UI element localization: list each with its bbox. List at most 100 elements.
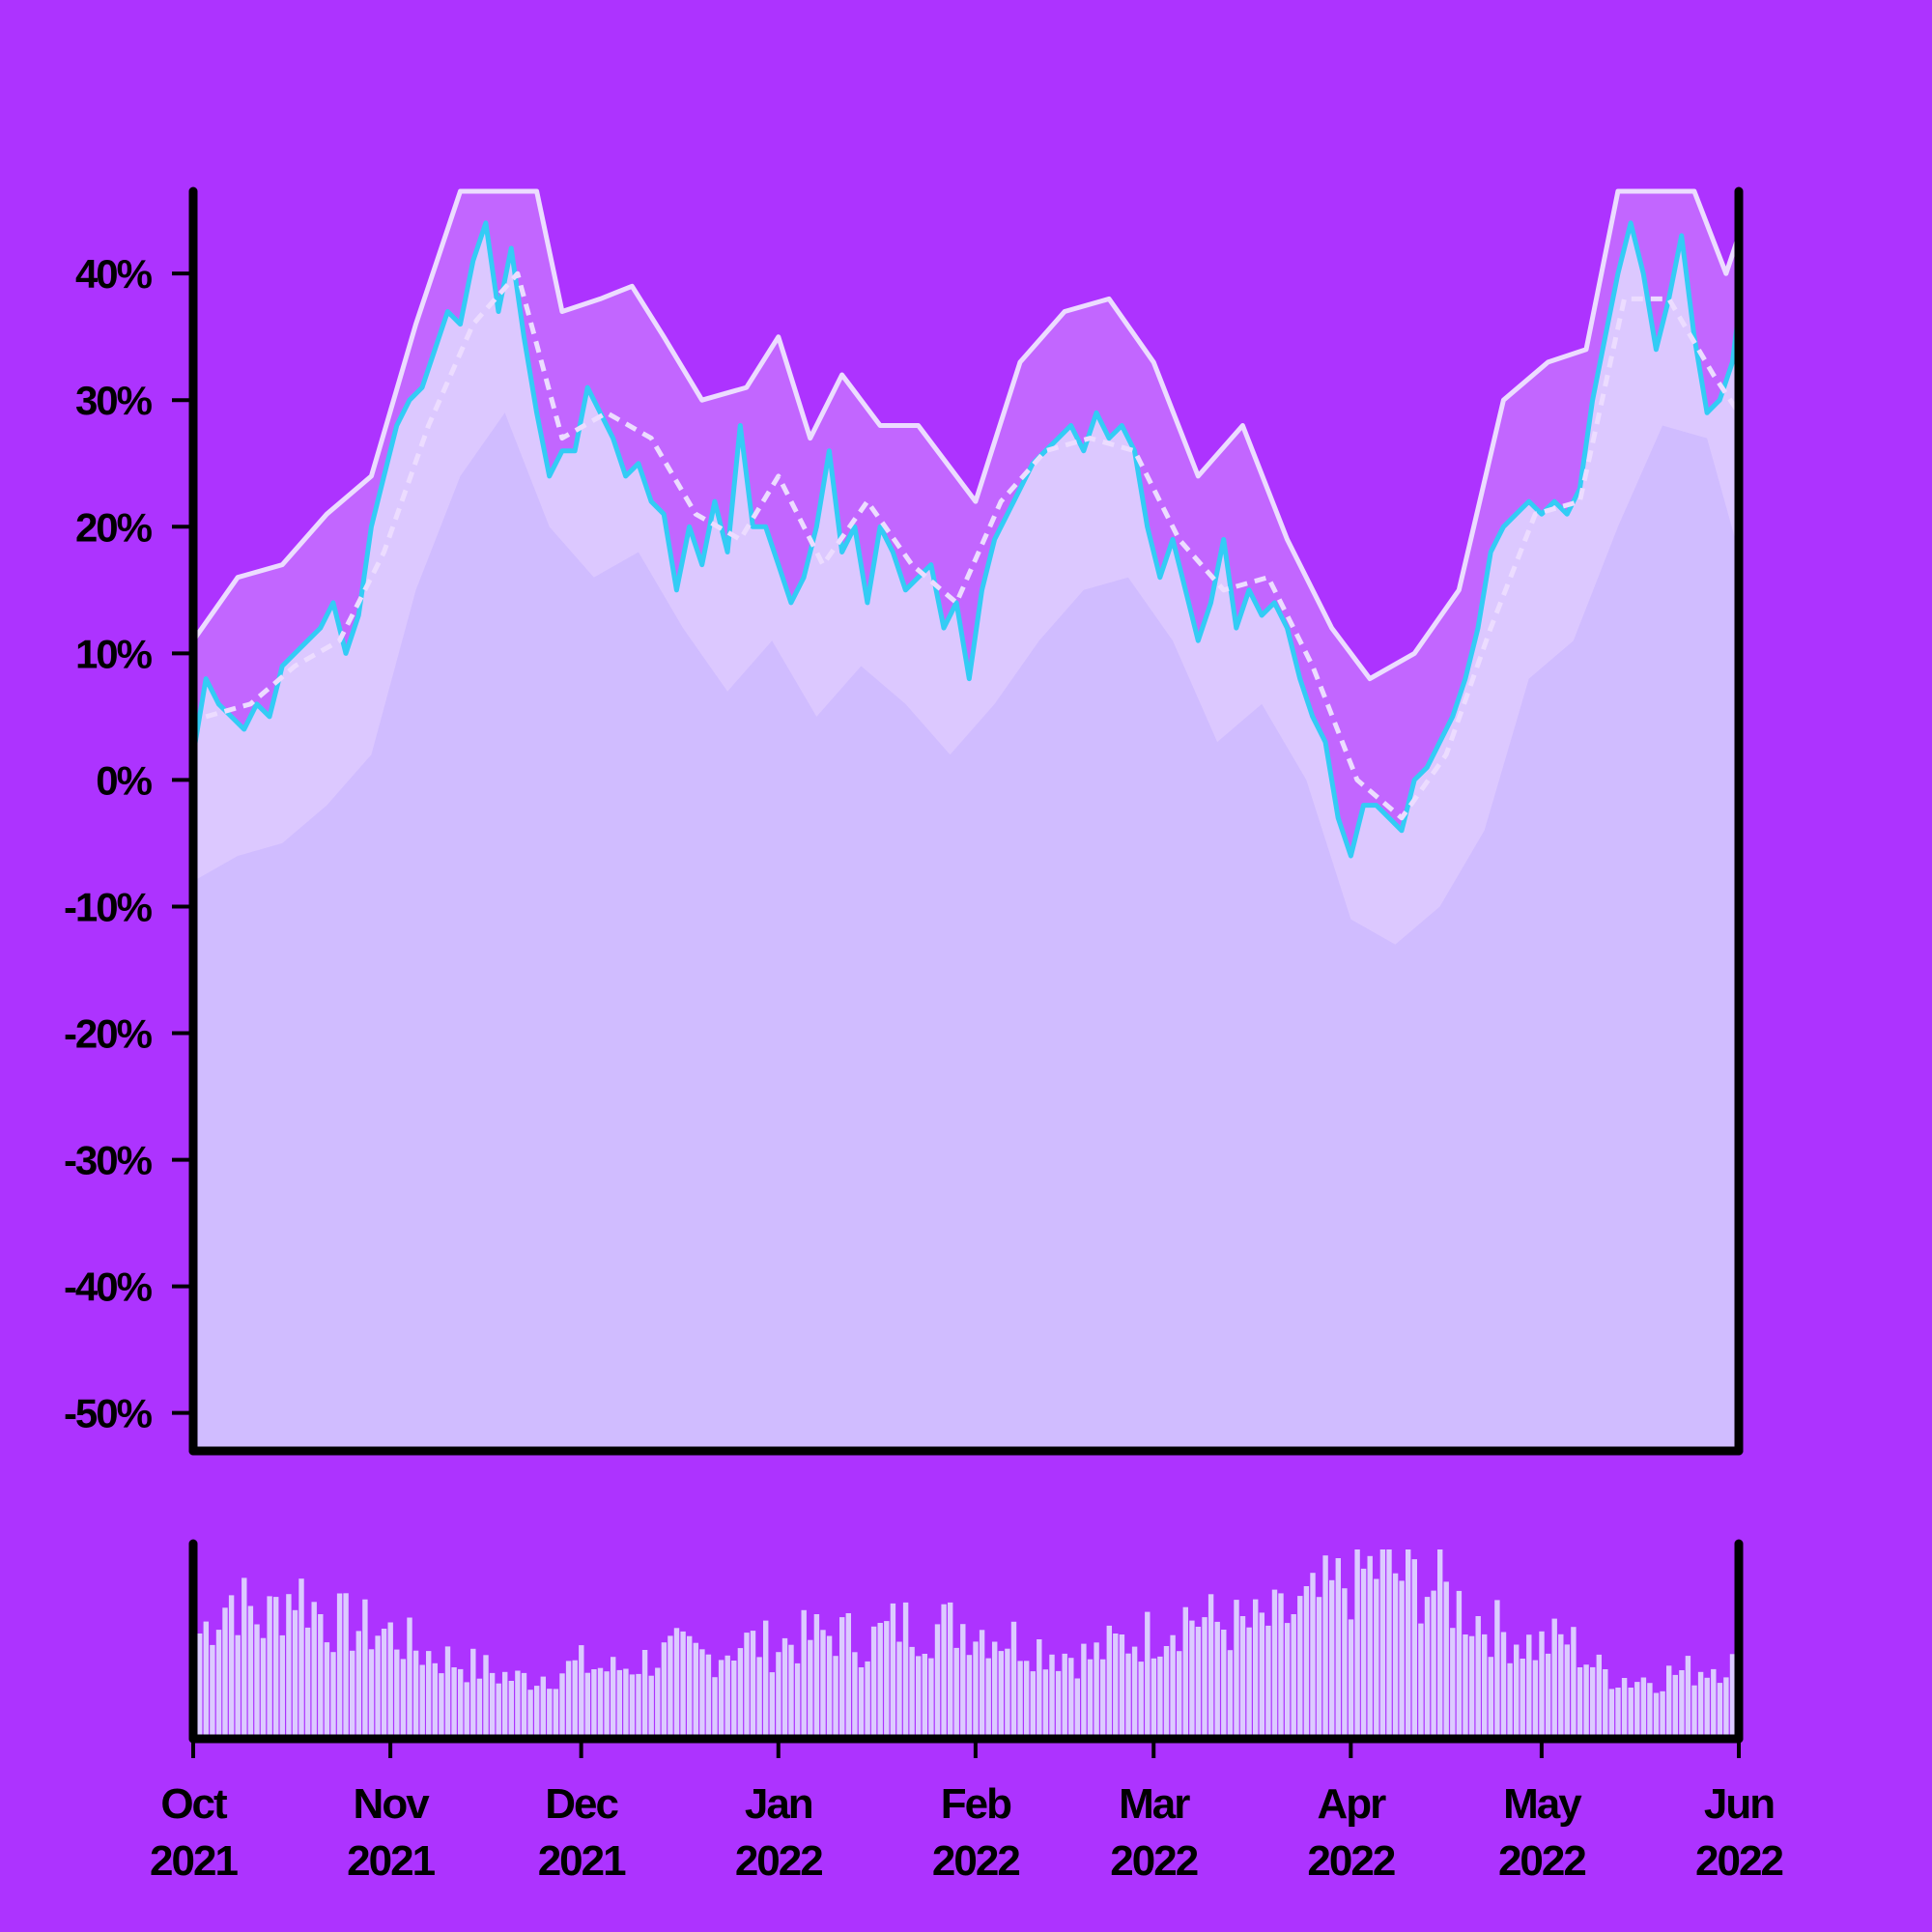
x-tick-month: Jun [1704,1780,1774,1828]
volume-bar [254,1624,260,1735]
volume-bar [304,1627,311,1735]
volume-bar [1621,1678,1628,1735]
volume-bar [680,1631,686,1735]
volume-bar [1590,1666,1596,1735]
x-tick-month: Apr [1317,1780,1386,1828]
volume-bar [1227,1650,1234,1735]
volume-bar [242,1577,247,1735]
y-tick-label: -40% [64,1264,153,1310]
volume-bar [1571,1627,1577,1735]
volume-bar [808,1639,813,1735]
volume-bar [1214,1621,1220,1735]
volume-bar [419,1664,425,1735]
volume-bar [966,1655,973,1735]
volume-bar [1406,1549,1411,1735]
volume-bar [1443,1581,1449,1735]
x-tick-year: 2021 [347,1837,435,1885]
volume-bar [1157,1656,1163,1735]
volume-bar [1030,1671,1036,1735]
volume-bar [1379,1549,1386,1735]
volume-bar [1074,1678,1080,1735]
volume-bar [1374,1578,1379,1735]
x-tick-month: Oct [160,1780,228,1828]
volume-bar [724,1655,730,1735]
volume-bar [1545,1653,1551,1735]
volume-bar [267,1596,272,1735]
volume-bar [508,1681,514,1735]
x-tick-year: 2022 [735,1837,822,1885]
x-tick-month: Feb [941,1780,1011,1828]
volume-bar [368,1649,375,1735]
volume-bar [890,1603,896,1735]
volume-bar [1450,1628,1456,1735]
volume-bar [1679,1670,1685,1735]
volume-bar [655,1667,661,1735]
volume-bar [412,1650,419,1735]
volume-bar [934,1624,941,1735]
volume-bar [381,1629,387,1735]
volume-bar [776,1652,781,1735]
volume-bar [1055,1670,1062,1735]
volume-bar [673,1628,680,1735]
x-tick-year: 2021 [150,1837,238,1885]
volume-bar [222,1607,228,1735]
volume-bar [737,1648,744,1735]
volume-bar [801,1609,807,1735]
volume-bar [712,1677,718,1735]
x-tick-month: Dec [545,1780,618,1828]
volume-bar [813,1614,820,1735]
volume-bar [1468,1635,1475,1735]
volume-bar [998,1651,1004,1735]
x-tick-month: May [1503,1780,1582,1828]
volume-bar [870,1626,877,1735]
volume-bar [1500,1632,1507,1735]
volume-bar [1660,1690,1665,1735]
volume-bar [865,1661,870,1735]
volume-bar [928,1658,934,1735]
upper-band-line [190,188,1742,682]
volume-bar [1271,1589,1278,1735]
volume-bar [1195,1627,1202,1735]
volume-bar [1335,1558,1341,1735]
volume-bar [1106,1625,1112,1735]
volume-bar [1316,1597,1322,1735]
volume-bar [1672,1674,1678,1735]
volume-bar [699,1649,705,1735]
volume-bar [1608,1689,1615,1735]
volume-bar [1100,1659,1106,1735]
volume-bar [439,1673,444,1735]
volume-bar [731,1661,737,1735]
volume-bar [330,1652,336,1735]
volume-bar [451,1667,457,1735]
volume-bar [979,1630,985,1735]
volume-bar [324,1642,330,1735]
volume-bar [858,1667,865,1735]
volume-bar [1691,1685,1697,1735]
volume-bar [1087,1659,1094,1735]
volume-bar [1463,1634,1468,1735]
volume-bar [1297,1596,1303,1735]
volume-bar [1354,1549,1360,1735]
volume-bar [1131,1646,1138,1735]
volume-bar [579,1645,584,1735]
x-tick-year: 2021 [538,1837,626,1885]
volume-bar [1049,1654,1055,1735]
volume-bar [693,1642,698,1735]
volume-bar [527,1690,533,1735]
volume-bar [515,1670,521,1735]
volume-bar [1342,1588,1348,1735]
volume-bar [616,1669,622,1735]
volume-bar [668,1635,673,1735]
volume-bar [896,1641,902,1735]
volume-bar [1189,1620,1195,1735]
volume-bar [1265,1625,1271,1735]
y-tick-label: -10% [64,884,153,929]
volume-bar [1208,1594,1214,1735]
volume-bar [1037,1639,1042,1735]
volume-bar [973,1641,979,1735]
volume-bar [1221,1630,1227,1735]
volume-bar [769,1672,775,1735]
base-area [193,412,1739,1451]
volume-bar [636,1673,641,1735]
x-tick-year: 2022 [1307,1837,1394,1885]
